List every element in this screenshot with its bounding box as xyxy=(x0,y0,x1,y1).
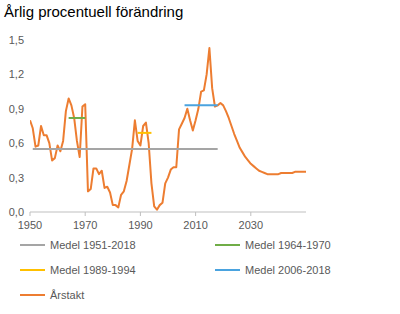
series-line xyxy=(138,132,152,134)
plot-data xyxy=(30,48,306,210)
chart: Årlig procentuell förändring 0,0 0,3 0,6 0,9… xyxy=(0,0,400,314)
x-tick-label: 1970 xyxy=(73,219,97,231)
x-tick-label: 1990 xyxy=(128,219,152,231)
x-tick-label: 1950 xyxy=(18,219,42,231)
legend-swatch xyxy=(215,244,240,246)
legend-label: Medel 1989-1994 xyxy=(50,264,136,276)
x-tick-label: 2010 xyxy=(183,219,207,231)
y-tick-label: 1,5 xyxy=(9,34,24,46)
legend-swatch xyxy=(20,244,45,246)
x-axis xyxy=(30,212,306,213)
y-tick xyxy=(28,40,30,41)
series-line xyxy=(185,104,218,106)
x-tick xyxy=(195,212,196,216)
y-tick-label: 1,2 xyxy=(9,68,24,80)
x-tick xyxy=(250,212,251,216)
y-tick xyxy=(28,143,30,144)
x-tick xyxy=(85,212,86,216)
legend-label: Medel 1951-2018 xyxy=(50,239,136,251)
title: Årlig procentuell förändring xyxy=(4,3,183,20)
y-tick xyxy=(28,108,30,109)
series-line xyxy=(30,48,306,210)
y-tick-label: 0,9 xyxy=(9,103,24,115)
series-line xyxy=(33,148,218,150)
y-tick xyxy=(28,177,30,178)
legend-label: Medel 2006-2018 xyxy=(245,264,331,276)
legend: Medel 1951-2018 Medel 1964-1970 Medel 1989… xyxy=(20,239,331,301)
y-tick-label: 0,6 xyxy=(9,137,24,149)
y-tick-label: 0,3 xyxy=(9,172,24,184)
x-tick xyxy=(140,212,141,216)
y-tick-label: 0,0 xyxy=(9,206,24,218)
x-tick xyxy=(30,212,31,216)
legend-swatch xyxy=(20,269,45,271)
legend-label: Medel 1964-1970 xyxy=(245,239,331,251)
series-line xyxy=(69,117,86,119)
y-tick xyxy=(28,74,30,75)
legend-swatch xyxy=(215,269,240,271)
legend-swatch xyxy=(20,294,45,296)
legend-label: Årstakt xyxy=(50,289,84,301)
x-tick-label: 2030 xyxy=(239,219,263,231)
